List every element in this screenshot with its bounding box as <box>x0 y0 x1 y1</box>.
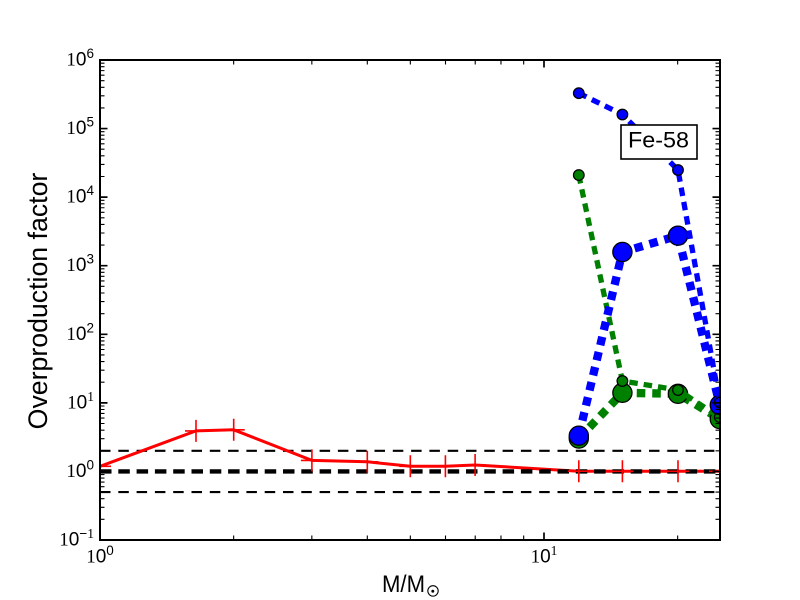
svg-text:M/M: M/M <box>382 571 425 598</box>
svg-text:Overproduction factor: Overproduction factor <box>23 173 53 430</box>
svg-text:Fe-58: Fe-58 <box>628 128 689 153</box>
svg-text:105: 105 <box>66 115 94 140</box>
svg-text:100: 100 <box>86 543 114 568</box>
